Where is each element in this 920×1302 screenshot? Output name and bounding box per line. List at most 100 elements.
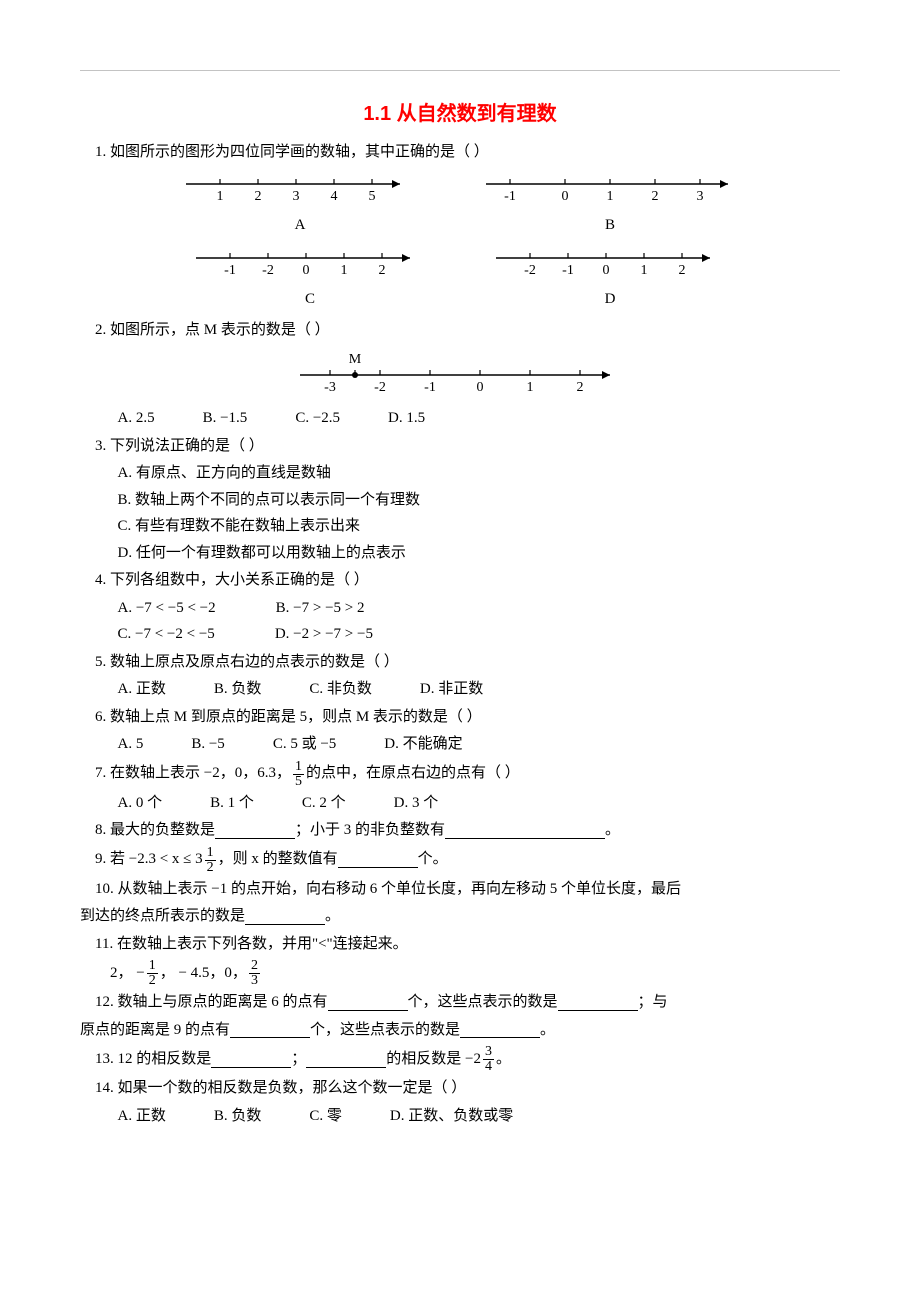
q1-row2: -1 -2 0 1 2 C -2 -1 0 1 2 [80, 244, 840, 308]
q3-A: A. 有原点、正方向的直线是数轴 [118, 461, 841, 487]
svg-text:-2: -2 [524, 263, 536, 278]
q7-A: A. 0 个 [118, 791, 163, 817]
svg-text:M: M [349, 352, 362, 367]
q12-a: 12. 数轴上与原点的距离是 6 的点有 [95, 990, 328, 1016]
q4-A: A. −7 < −5 < −2 [118, 596, 216, 622]
q13-b: ； [291, 1047, 306, 1073]
svg-text:4: 4 [331, 189, 338, 204]
q1-row1: 1 2 3 4 5 A -1 0 1 2 3 [80, 170, 840, 234]
q4-stem: 4. 下列各组数中，大小关系正确的是（ ） [80, 568, 840, 594]
q8-b: ；小于 3 的非负整数有 [295, 818, 445, 844]
q14-D: D. 正数、负数或零 [390, 1104, 513, 1130]
q4-D: D. −2 > −7 > −5 [275, 622, 373, 648]
q1-nl-B: -1 0 1 2 3 B [480, 170, 740, 234]
q4-C: C. −7 < −2 < −5 [118, 622, 215, 648]
q2-opts: A. 2.5 B. −1.5 C. −2.5 D. 1.5 [118, 406, 841, 432]
q10-c: 。 [325, 904, 340, 930]
svg-text:2: 2 [679, 263, 686, 278]
q7-D: D. 3 个 [394, 791, 439, 817]
svg-text:-1: -1 [424, 380, 436, 395]
svg-text:-1: -1 [224, 263, 236, 278]
svg-text:0: 0 [562, 189, 569, 204]
q14-B: B. 负数 [214, 1104, 262, 1130]
q5-B: B. 负数 [214, 677, 262, 703]
q9-c: 个。 [418, 847, 448, 873]
svg-text:2: 2 [379, 263, 386, 278]
q12-b: 个，这些点表示的数是 [408, 990, 558, 1016]
q11-expr: 2， − 12 ， − 4.5，0， 23 [110, 959, 840, 988]
q4-row2: C. −7 < −2 < −5 D. −2 > −7 > −5 [118, 622, 841, 648]
q2-opt-D: D. 1.5 [388, 406, 425, 432]
q1-nl-A: 1 2 3 4 5 A [180, 170, 420, 234]
q7-B: B. 1 个 [210, 791, 254, 817]
blank [306, 1052, 386, 1068]
q2-stem: 2. 如图所示，点 M 表示的数是（ ） [80, 318, 840, 344]
q1-nl-D: -2 -1 0 1 2 D [490, 244, 730, 308]
svg-text:1: 1 [527, 380, 534, 395]
q1-label-C: C [190, 291, 430, 308]
number-line-A: 1 2 3 4 5 [180, 170, 420, 210]
q9-b: ，则 x 的整数值有 [218, 847, 338, 873]
blank [230, 1022, 310, 1038]
q5-opts: A. 正数 B. 负数 C. 非负数 D. 非正数 [118, 677, 841, 703]
q4-B: B. −7 > −5 > 2 [276, 596, 365, 622]
svg-text:-3: -3 [324, 380, 336, 395]
q5-C: C. 非负数 [309, 677, 372, 703]
q3-C: C. 有些有理数不能在数轴上表示出来 [118, 514, 841, 540]
blank [245, 909, 325, 925]
q4-row1: A. −7 < −5 < −2 B. −7 > −5 > 2 [118, 596, 841, 622]
blank [338, 852, 418, 868]
q14-A: A. 正数 [118, 1104, 166, 1130]
q7-post: 的点中，在原点右边的点有（ ） [306, 761, 520, 787]
svg-text:-1: -1 [504, 189, 516, 204]
q12-e: 个，这些点表示的数是 [310, 1018, 460, 1044]
q13-d: 。 [496, 1047, 511, 1073]
q3-D: D. 任何一个有理数都可以用数轴上的点表示 [118, 541, 841, 567]
q2-opt-C: C. −2.5 [295, 406, 340, 432]
svg-text:1: 1 [217, 189, 224, 204]
svg-text:2: 2 [577, 380, 584, 395]
q9-a: 9. 若 −2.3 < x ≤ 3 [95, 847, 203, 873]
number-line-D: -2 -1 0 1 2 [490, 244, 730, 284]
q6-D: D. 不能确定 [384, 732, 462, 758]
q7-frac: 15 [293, 760, 304, 789]
q14-C: C. 零 [309, 1104, 342, 1130]
number-line-B: -1 0 1 2 3 [480, 170, 740, 210]
q11-p2: ， − 4.5，0， [160, 961, 247, 987]
q13-frac: 34 [483, 1045, 494, 1074]
q12-d: 原点的距离是 9 的点有 [80, 1018, 230, 1044]
q8-c: 。 [605, 818, 620, 844]
svg-text:-2: -2 [262, 263, 274, 278]
q12-f: 。 [540, 1018, 555, 1044]
page: 1.1 从自然数到有理数 1. 如图所示的图形为四位同学画的数轴，其中正确的是（… [0, 0, 920, 1190]
blank [558, 995, 638, 1011]
q9: 9. 若 −2.3 < x ≤ 3 12 ，则 x 的整数值有 个。 [95, 846, 840, 875]
q1-label-B: B [480, 217, 740, 234]
svg-text:0: 0 [603, 263, 610, 278]
q12-line2: 原点的距离是 9 的点有 个，这些点表示的数是 。 [80, 1018, 840, 1044]
blank [328, 995, 408, 1011]
q12-line1: 12. 数轴上与原点的距离是 6 的点有 个，这些点表示的数是 ；与 [95, 990, 840, 1016]
q10-line2: 到达的终点所表示的数是 。 [80, 904, 840, 930]
q10-line1: 10. 从数轴上表示 −1 的点开始，向右移动 6 个单位长度，再向左移动 5 … [80, 877, 840, 903]
q11-stem: 11. 在数轴上表示下列各数，并用"<"连接起来。 [80, 932, 840, 958]
blank [445, 823, 605, 839]
svg-text:5: 5 [369, 189, 376, 204]
q13-a: 13. 12 的相反数是 [95, 1047, 211, 1073]
q9-frac: 12 [205, 846, 216, 875]
q7-opts: A. 0 个 B. 1 个 C. 2 个 D. 3 个 [118, 791, 841, 817]
q2-opt-A: A. 2.5 [118, 406, 155, 432]
q5-A: A. 正数 [118, 677, 166, 703]
q7-pre: 7. 在数轴上表示 −2，0，6.3， [95, 761, 291, 787]
q1-label-D: D [490, 291, 730, 308]
q10-b: 到达的终点所表示的数是 [80, 904, 245, 930]
svg-text:-2: -2 [374, 380, 386, 395]
q6-A: A. 5 [118, 732, 144, 758]
q7-C: C. 2 个 [302, 791, 346, 817]
q12-c: ；与 [638, 990, 668, 1016]
number-line-C: -1 -2 0 1 2 [190, 244, 430, 284]
q8-a: 8. 最大的负整数是 [95, 818, 215, 844]
q13-c: 的相反数是 −2 [386, 1047, 481, 1073]
q6-stem: 6. 数轴上点 M 到原点的距离是 5，则点 M 表示的数是（ ） [80, 705, 840, 731]
q1-label-A: A [180, 217, 420, 234]
